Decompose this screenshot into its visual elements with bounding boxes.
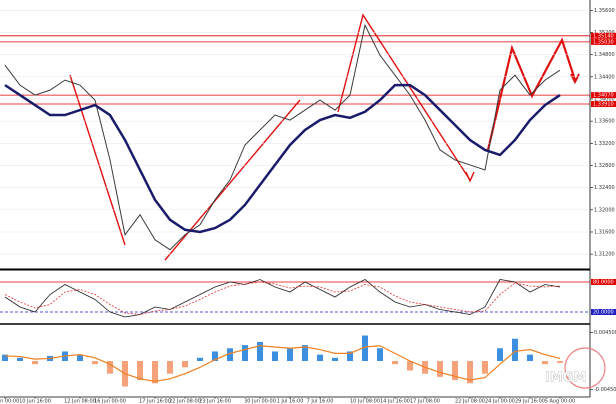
y-tick-label: 1.34800 <box>594 52 615 58</box>
x-tick-label: 30 Jun 00:00 <box>244 399 276 404</box>
histogram-bar <box>407 361 413 371</box>
x-tick-label: 23 Jun 16:00 <box>199 399 231 404</box>
series-line <box>4 281 561 315</box>
y-tick-label: 1.32800 <box>594 163 615 169</box>
level-label-box <box>591 279 616 285</box>
level-label-box <box>591 92 616 99</box>
histogram-bar <box>32 361 38 365</box>
histogram-bar <box>557 361 563 363</box>
highlight-circle <box>564 347 606 389</box>
y-tick-label: 0.004500 <box>594 330 616 336</box>
y-tick-label: 1.31200 <box>594 252 615 258</box>
histogram-bar <box>317 354 323 361</box>
level-label-box <box>591 309 616 315</box>
level-label-box <box>591 100 616 107</box>
histogram-bar <box>167 361 173 374</box>
histogram-bar <box>512 338 518 361</box>
pattern-arrow <box>486 37 577 151</box>
histogram-bar <box>527 354 533 361</box>
histogram-bar <box>182 361 188 368</box>
level-label: 1.35140 <box>593 33 614 39</box>
y-tick-label: 1.35600 <box>594 8 615 14</box>
x-tick-label: 17 Jul 08:00 <box>410 399 440 404</box>
y-tick-label: 1.32000 <box>594 207 615 213</box>
pattern-line <box>69 74 126 246</box>
histogram-bar <box>242 345 248 361</box>
y-tick-label: 1.33600 <box>594 119 615 125</box>
histogram-bar <box>2 354 8 361</box>
watermark: IMGM <box>545 371 586 386</box>
histogram-bar <box>77 354 83 361</box>
histogram-bar <box>257 341 263 361</box>
histogram-bar <box>137 361 143 381</box>
level-label: 1.35030 <box>593 39 614 45</box>
pattern-line <box>337 13 471 181</box>
histogram-bar <box>452 361 458 381</box>
histogram-bar <box>362 335 368 361</box>
y-tick-label: 1.33200 <box>594 141 615 147</box>
histogram-bar <box>197 357 203 361</box>
x-tick-label: 1 Jul 16:00 <box>277 399 304 404</box>
level-label: 1.34070 <box>593 93 614 99</box>
histogram-bar <box>152 361 158 384</box>
x-tick-label: 7 Jul 16:00 <box>307 399 334 404</box>
x-tick-label: 9 Jun 00:00 <box>0 399 19 404</box>
x-tick-label: 14 Jul 16:00 <box>380 399 410 404</box>
y-tick-label: -0.004500 <box>594 387 616 393</box>
histogram-bar <box>272 351 278 361</box>
level-label-box <box>591 38 616 45</box>
histogram-bar <box>17 357 23 361</box>
x-tick-label: 16 Jun 00:00 <box>94 399 126 404</box>
histogram-bar <box>482 361 488 374</box>
histogram-bar <box>92 361 98 365</box>
level-label: 1.33910 <box>593 101 614 107</box>
histogram-bar <box>227 348 233 361</box>
x-tick-label: 22 Jul 08:00 <box>455 399 485 404</box>
histogram-bar <box>467 361 473 384</box>
series-line <box>4 83 561 234</box>
histogram-bar <box>302 345 308 361</box>
y-tick-label: 1.31600 <box>594 229 615 235</box>
histogram-bar <box>392 361 398 365</box>
x-tick-label: 12 Jun 08:00 <box>64 399 96 404</box>
y-tick-label: 1.32400 <box>594 185 615 191</box>
x-tick-label: 17 Jun 16:00 <box>139 399 171 404</box>
series-line <box>4 279 561 318</box>
x-tick-label: 10 Jul 08:00 <box>350 399 380 404</box>
histogram-bar <box>287 348 293 361</box>
histogram-bar <box>437 361 443 377</box>
y-tick-label: 1.34000 <box>594 96 615 102</box>
histogram-bar <box>377 348 383 361</box>
x-tick-label: 29 Jul 16:00 <box>515 399 545 404</box>
histogram-bar <box>332 357 338 361</box>
histogram-bar <box>347 351 353 361</box>
x-tick-label: 24 Jul 00:00 <box>485 399 515 404</box>
x-tick-label: 5 Aug 00:00 <box>545 399 576 404</box>
histogram-bar <box>542 361 548 365</box>
histogram-bar <box>497 348 503 361</box>
histogram-bar <box>212 351 218 361</box>
level-label: 80.0000 <box>593 280 614 286</box>
x-tick-label: 10 Jun 16:00 <box>19 399 51 404</box>
histogram-bar <box>107 361 113 374</box>
series-line <box>4 23 561 251</box>
series-line <box>4 345 561 382</box>
arrow-head <box>465 171 475 183</box>
level-label: 20.0000 <box>593 310 614 316</box>
level-label-box <box>591 32 616 39</box>
x-tick-label: 22 Jun 08:00 <box>169 399 201 404</box>
y-tick-label: 1.34400 <box>594 74 615 80</box>
